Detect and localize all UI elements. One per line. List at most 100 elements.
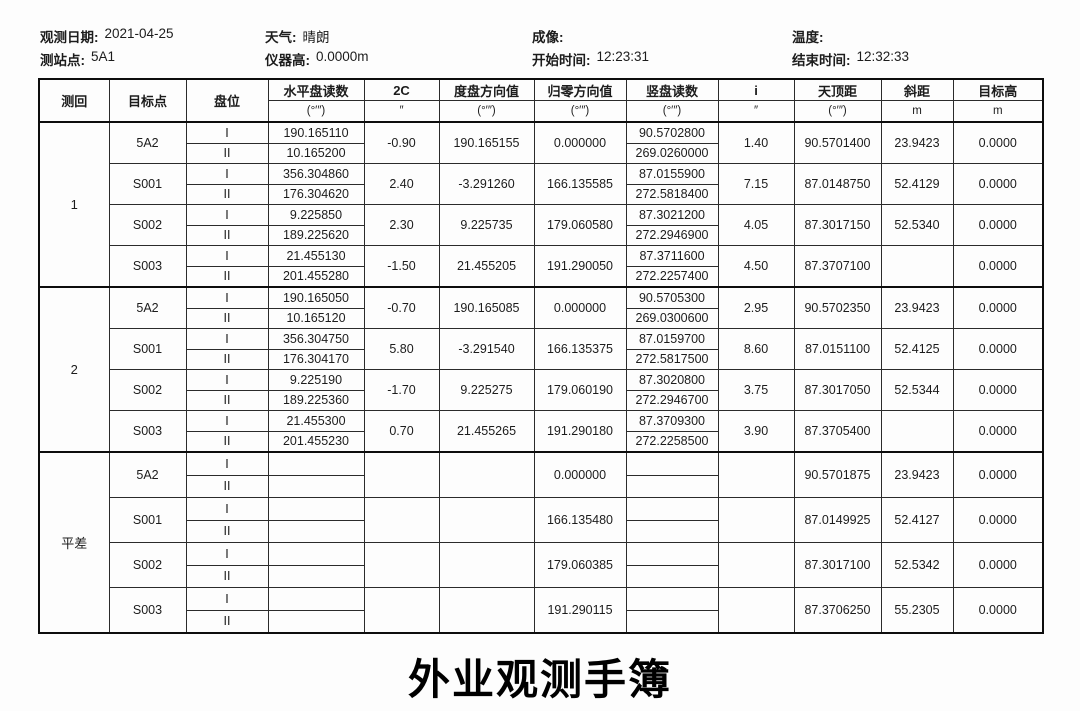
i-cell: 4.05 — [717, 204, 795, 246]
dir-value-cell — [438, 542, 535, 588]
zero-dir-value-cell: 0.000000 — [533, 121, 627, 164]
target-point-cell: S001 — [108, 163, 187, 205]
temperature-field: 温度: — [792, 26, 830, 46]
start-time-value: 12:23:31 — [596, 49, 650, 64]
hz-reading-face-i-cell: 356.304750 — [267, 328, 365, 350]
instrument-height-field: 仪器高: 0.0000m — [265, 49, 369, 69]
end-time-value: 12:32:33 — [856, 49, 910, 64]
2c-cell — [363, 497, 440, 543]
vert-reading-face-i-cell: 87.3021200 — [625, 204, 719, 226]
col-header-zenith: 天顶距 — [793, 78, 882, 101]
zenith-dist-cell: 90.5701875 — [793, 451, 882, 498]
dir-value-cell: 9.225275 — [438, 369, 535, 411]
dir-value-cell: -3.291260 — [438, 163, 535, 205]
zenith-dist-cell: 90.5701400 — [793, 121, 882, 164]
hz-reading-face-ii-cell — [267, 474, 365, 498]
col-unit-slope-dist: m — [880, 100, 954, 123]
station-point-label: 测站点: — [40, 53, 85, 68]
2c-cell: 2.30 — [363, 204, 440, 246]
station-point-field: 测站点: 5A1 — [40, 49, 115, 69]
face-i-cell: I — [185, 587, 269, 611]
table-row: S003 I 191.290115 87.3706250 55.2305 0.0000 — [39, 587, 1044, 634]
face-ii-cell: II — [185, 430, 269, 453]
round-cell: 平差 — [38, 451, 110, 634]
face-i-cell: I — [185, 410, 269, 432]
target-point-cell: S002 — [108, 204, 187, 246]
table-row: II — [39, 564, 1043, 588]
face-i-cell: I — [185, 245, 269, 267]
observation-date-field: 观测日期: 2021-04-25 — [40, 26, 174, 46]
hz-reading-face-i-cell: 21.455300 — [267, 410, 365, 432]
table-row: S001 I 356.304750 5.80 -3.291540 166.135375 87… — [39, 328, 1044, 370]
weather-field: 天气: 晴朗 — [265, 26, 330, 46]
slope-dist-cell — [880, 245, 954, 288]
table-row: II 201.455230 272.2258500 — [39, 430, 1043, 453]
2c-cell — [363, 451, 440, 498]
target-height-cell: 0.0000 — [952, 121, 1044, 164]
vert-reading-face-i-cell: 87.3711600 — [625, 245, 719, 267]
table-row: S001 I 166.135480 87.0149925 52.4127 0.0000 — [39, 497, 1044, 543]
target-point-cell: S002 — [108, 542, 187, 588]
i-cell: 8.60 — [717, 328, 795, 370]
vert-reading-face-ii-cell: 269.0300600 — [625, 307, 719, 329]
slope-dist-cell: 52.5340 — [880, 204, 954, 246]
hz-reading-face-ii-cell — [267, 609, 365, 634]
table-row: S002 I 9.225850 2.30 9.225735 179.060580 87.30… — [39, 204, 1044, 246]
weather-value: 晴朗 — [302, 30, 330, 45]
table-row: S001 I 356.304860 2.40 -3.291260 166.135585 87… — [39, 163, 1044, 205]
col-header-face: 盘位 — [185, 78, 269, 123]
round-cell: 2 — [38, 286, 110, 453]
col-unit-2c: ″ — [363, 100, 440, 123]
2c-cell — [363, 587, 440, 634]
imaging-label: 成像: — [532, 30, 564, 45]
vert-reading-face-i-cell: 90.5702800 — [625, 121, 719, 144]
dir-value-cell — [438, 497, 535, 543]
vert-reading-face-ii-cell: 269.0260000 — [625, 142, 719, 164]
col-unit-zero-dir: (°′″) — [533, 100, 627, 123]
2c-cell: -1.70 — [363, 369, 440, 411]
face-ii-cell: II — [185, 609, 269, 634]
dir-value-cell — [438, 587, 535, 634]
zenith-dist-cell: 87.0151100 — [793, 328, 882, 370]
hz-reading-face-ii-cell: 10.165120 — [267, 307, 365, 329]
target-point-cell: S003 — [108, 587, 187, 634]
vert-reading-face-ii-cell: 272.5817500 — [625, 348, 719, 370]
i-cell — [717, 587, 795, 634]
face-i-cell: I — [185, 204, 269, 226]
col-header-hz-reading: 水平盘读数 — [267, 78, 365, 101]
vert-reading-face-i-cell — [625, 542, 719, 566]
observation-table: 测回 目标点 盘位 水平盘读数 2C 度盘方向值 归零方向值 竖盘读数 i 天顶… — [38, 78, 1044, 634]
vert-reading-face-ii-cell — [625, 474, 719, 498]
vert-reading-face-i-cell: 90.5705300 — [625, 286, 719, 309]
zenith-dist-cell: 87.0148750 — [793, 163, 882, 205]
info-row-1: 观测日期: 2021-04-25 天气: 晴朗 成像: 温度: — [38, 26, 1044, 49]
face-i-cell: I — [185, 286, 269, 309]
vert-reading-face-ii-cell — [625, 519, 719, 543]
hz-reading-face-i-cell — [267, 451, 365, 476]
face-ii-cell: II — [185, 307, 269, 329]
i-cell — [717, 451, 795, 498]
hz-reading-face-i-cell: 190.165050 — [267, 286, 365, 309]
dir-value-cell: 21.455265 — [438, 410, 535, 453]
zero-dir-value-cell: 0.000000 — [533, 451, 627, 498]
col-header-i: i — [717, 78, 795, 101]
zero-dir-value-cell: 0.000000 — [533, 286, 627, 329]
start-time-field: 开始时间: 12:23:31 — [532, 49, 649, 69]
2c-cell: 0.70 — [363, 410, 440, 453]
table-row: S003 I 21.455300 0.70 21.455265 191.290180 87.… — [39, 410, 1044, 453]
target-height-cell: 0.0000 — [952, 245, 1044, 288]
vert-reading-face-ii-cell — [625, 564, 719, 588]
observation-table-wrap: 测回 目标点 盘位 水平盘读数 2C 度盘方向值 归零方向值 竖盘读数 i 天顶… — [38, 78, 1044, 634]
hz-reading-face-ii-cell — [267, 519, 365, 543]
hz-reading-face-ii-cell: 189.225620 — [267, 224, 365, 246]
vert-reading-face-i-cell — [625, 451, 719, 476]
vert-reading-face-i-cell: 87.3709300 — [625, 410, 719, 432]
hz-reading-face-i-cell — [267, 587, 365, 611]
dir-value-cell: 21.455205 — [438, 245, 535, 288]
hz-reading-face-ii-cell: 176.304170 — [267, 348, 365, 370]
target-height-cell: 0.0000 — [952, 587, 1044, 634]
hz-reading-face-i-cell: 9.225850 — [267, 204, 365, 226]
face-ii-cell: II — [185, 348, 269, 370]
zenith-dist-cell: 87.3017100 — [793, 542, 882, 588]
zero-dir-value-cell: 179.060385 — [533, 542, 627, 588]
